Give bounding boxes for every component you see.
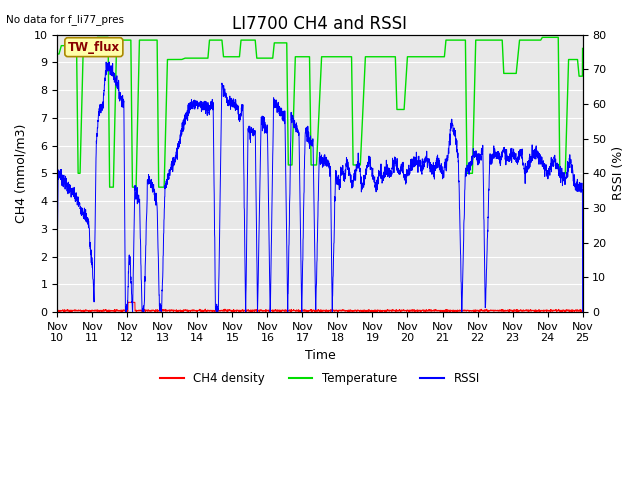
Y-axis label: RSSI (%): RSSI (%)	[612, 146, 625, 200]
Legend: CH4 density, Temperature, RSSI: CH4 density, Temperature, RSSI	[156, 367, 484, 389]
Text: TW_flux: TW_flux	[68, 41, 120, 54]
X-axis label: Time: Time	[305, 349, 335, 362]
Text: No data for f_li77_pres: No data for f_li77_pres	[6, 14, 124, 25]
Title: LI7700 CH4 and RSSI: LI7700 CH4 and RSSI	[232, 15, 408, 33]
Y-axis label: CH4 (mmol/m3): CH4 (mmol/m3)	[15, 124, 28, 223]
